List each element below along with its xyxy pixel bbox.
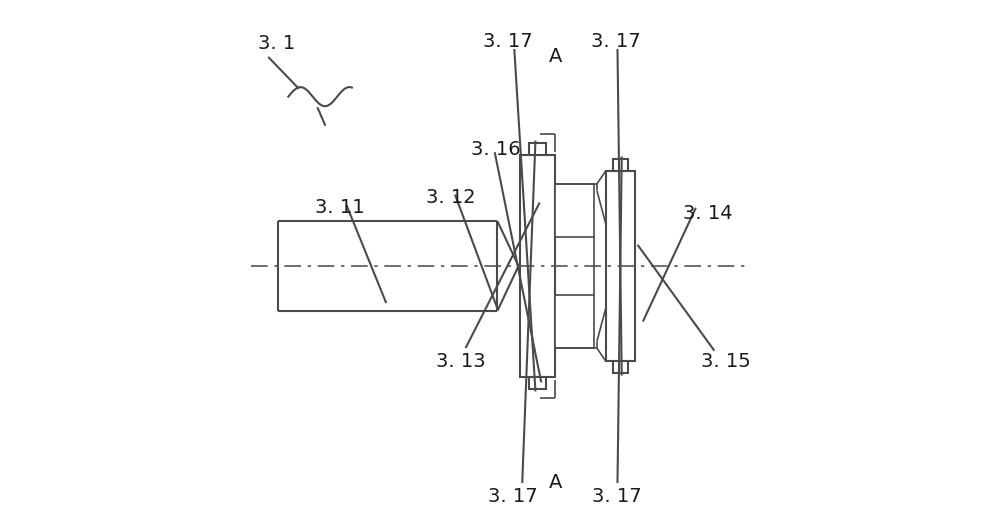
Bar — [606, 171, 635, 361]
Text: A: A — [549, 473, 562, 493]
Text: 3. 17: 3. 17 — [483, 31, 533, 51]
Text: 3. 12: 3. 12 — [426, 188, 476, 207]
Bar — [555, 184, 594, 237]
Text: 3. 13: 3. 13 — [436, 352, 486, 371]
Bar — [613, 159, 628, 171]
Text: 3. 16: 3. 16 — [471, 140, 521, 159]
Bar — [555, 295, 594, 348]
Text: 3. 15: 3. 15 — [701, 352, 751, 371]
Bar — [613, 361, 628, 373]
Text: 3. 14: 3. 14 — [683, 204, 732, 222]
Bar — [520, 155, 555, 377]
Text: 3. 1: 3. 1 — [258, 34, 295, 53]
Text: A: A — [549, 47, 562, 66]
Text: 3. 17: 3. 17 — [592, 487, 641, 506]
Text: 3. 11: 3. 11 — [315, 198, 364, 217]
Bar — [529, 143, 546, 155]
Text: 3. 17: 3. 17 — [591, 31, 640, 51]
Bar — [529, 377, 546, 389]
Text: 3. 17: 3. 17 — [488, 487, 538, 506]
